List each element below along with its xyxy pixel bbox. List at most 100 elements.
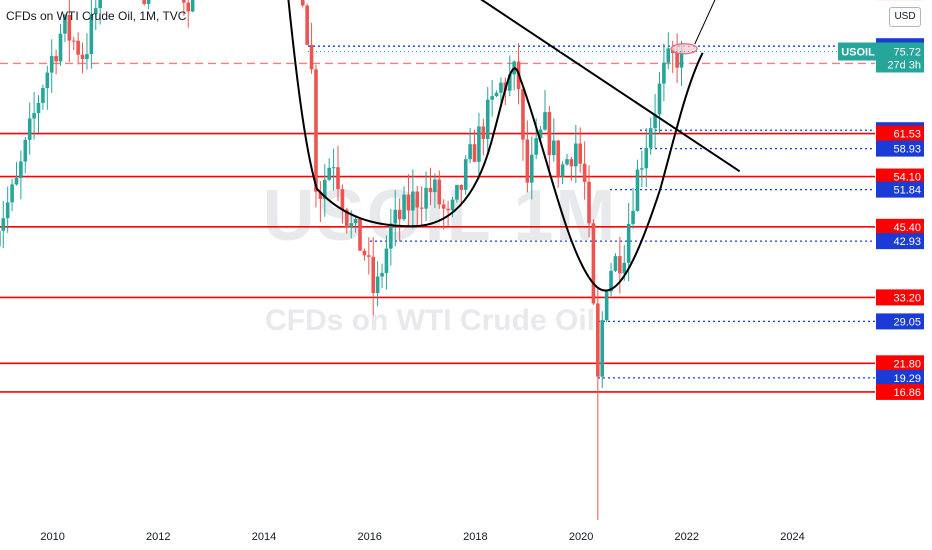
price-tag-label: 54.10 bbox=[893, 172, 921, 184]
candle-body bbox=[596, 303, 600, 377]
currency-button[interactable]: USD bbox=[889, 7, 921, 27]
price-tag bbox=[876, 289, 924, 306]
time-axis[interactable]: 2010 2012 2014 2016 2018 2020 2022 2024 bbox=[40, 531, 804, 543]
price-tag bbox=[876, 383, 924, 400]
candle-body bbox=[349, 223, 354, 228]
candle-body bbox=[1, 218, 6, 231]
candle-body bbox=[547, 112, 552, 156]
price-tag bbox=[876, 140, 924, 157]
price-tag-label: 61.53 bbox=[893, 129, 921, 141]
current-price-label: 75.72 bbox=[893, 47, 921, 59]
price-tag bbox=[876, 369, 924, 386]
candle-body bbox=[411, 191, 415, 211]
candle-body bbox=[36, 102, 41, 114]
candle-body bbox=[27, 118, 32, 140]
candle-body bbox=[525, 139, 530, 183]
candle-body bbox=[582, 163, 587, 182]
price-tag-label: 29.05 bbox=[893, 316, 921, 328]
price-tag-label: 16.86 bbox=[893, 387, 921, 399]
candle-body bbox=[609, 270, 613, 292]
candle-body bbox=[54, 56, 58, 62]
candle-body bbox=[89, 14, 94, 55]
candle-body bbox=[318, 191, 323, 199]
candle-body bbox=[305, 5, 309, 45]
price-tag bbox=[876, 125, 924, 142]
candle-body bbox=[560, 164, 565, 177]
trendline bbox=[480, 0, 741, 173]
candle-body bbox=[477, 126, 481, 162]
candle-body bbox=[367, 255, 371, 257]
candle-body bbox=[459, 184, 464, 190]
candle-body bbox=[490, 96, 494, 100]
candle-body bbox=[380, 272, 384, 277]
price-tag bbox=[876, 313, 924, 330]
candle-body bbox=[428, 187, 433, 193]
candle-body bbox=[424, 187, 428, 209]
candle-body bbox=[657, 83, 662, 115]
candle-body bbox=[336, 167, 340, 190]
candle-body bbox=[314, 69, 318, 192]
candle-body bbox=[485, 99, 490, 139]
candle-body bbox=[433, 179, 437, 193]
candle-body bbox=[565, 159, 569, 165]
candle-body bbox=[300, 0, 305, 6]
candle-body bbox=[322, 179, 327, 199]
candle-body bbox=[67, 14, 72, 41]
x-tick-label: 2016 bbox=[357, 531, 381, 543]
x-tick-label: 2012 bbox=[146, 531, 170, 543]
candle-body bbox=[362, 250, 367, 256]
price-tag-label: 58.93 bbox=[893, 144, 921, 156]
price-tags: 86.0076.6473.6662.1161.5358.9354.1051.84… bbox=[308, 0, 924, 400]
price-tag-label: 51.84 bbox=[893, 185, 921, 197]
candle-body bbox=[402, 194, 406, 220]
x-tick-label: 2018 bbox=[463, 531, 487, 543]
candle-body bbox=[618, 256, 622, 274]
candle-body bbox=[76, 40, 80, 55]
candle-body bbox=[521, 89, 525, 140]
candle-body bbox=[569, 159, 574, 167]
candle-body bbox=[63, 14, 67, 34]
candle-body bbox=[631, 210, 635, 224]
candle-body bbox=[182, 0, 186, 3]
symbol-badge bbox=[838, 42, 878, 61]
symbol-badge-label: USOIL bbox=[841, 47, 875, 59]
candle-body bbox=[538, 129, 543, 139]
x-tick-label: 2010 bbox=[40, 531, 64, 543]
candle-body bbox=[463, 159, 468, 190]
candle-body bbox=[389, 223, 393, 249]
cup-curve bbox=[287, 0, 522, 228]
candle-body bbox=[455, 184, 459, 200]
candle-body bbox=[481, 126, 486, 139]
candle-body bbox=[327, 167, 331, 180]
candle-body bbox=[644, 147, 649, 169]
candle-body bbox=[613, 256, 618, 271]
candle-body bbox=[622, 262, 627, 274]
candle-body bbox=[534, 138, 538, 155]
price-tag-label: 19.29 bbox=[893, 373, 921, 385]
candle-body bbox=[626, 223, 631, 263]
candle-body bbox=[640, 168, 644, 170]
candle-body bbox=[666, 48, 671, 63]
chart-title: CFDs on WTI Crude Oil, 1M, TVC bbox=[6, 9, 187, 23]
candle-body bbox=[437, 179, 442, 205]
candle-body bbox=[446, 208, 450, 211]
candle-body bbox=[19, 161, 23, 179]
candle-body bbox=[186, 2, 191, 12]
candle-body bbox=[49, 56, 54, 73]
x-tick-label: 2020 bbox=[569, 531, 593, 543]
candle-body bbox=[10, 184, 14, 203]
candle-body bbox=[450, 199, 455, 211]
candle-body bbox=[604, 291, 609, 321]
candle-body bbox=[353, 219, 358, 224]
candle-body bbox=[375, 276, 380, 294]
candle-body bbox=[142, 0, 147, 4]
candle-body bbox=[653, 114, 657, 129]
candle-body bbox=[309, 44, 314, 70]
candle-body bbox=[675, 52, 679, 68]
watermark-description: CFDs on WTI Crude Oil bbox=[265, 304, 595, 337]
current-price-tag bbox=[876, 42, 924, 73]
candle-body bbox=[80, 54, 85, 60]
candle-body bbox=[578, 143, 583, 164]
candle-body bbox=[41, 88, 45, 103]
